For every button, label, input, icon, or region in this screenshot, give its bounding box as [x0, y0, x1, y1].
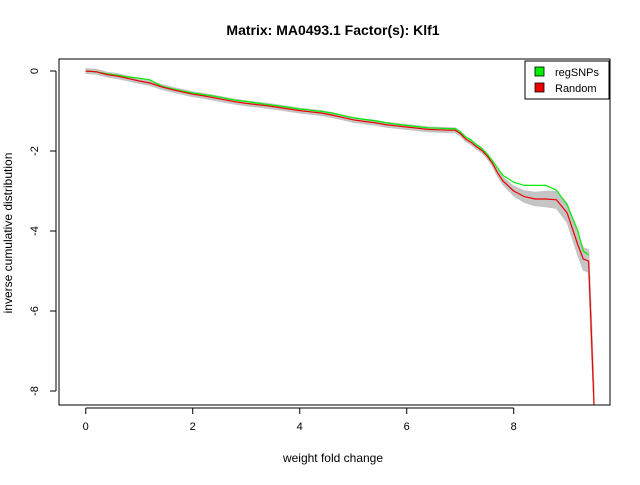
legend-swatch [534, 82, 545, 93]
y-axis: 0 -2 -4 -6 -8 [29, 68, 57, 396]
background-line [85, 71, 595, 406]
legend-label: Random [555, 83, 597, 95]
x-tick-label: 8 [511, 421, 517, 433]
plot-box [58, 58, 611, 406]
y-tick-label: -4 [29, 226, 41, 236]
background-random-lines [85, 68, 595, 406]
background-line [85, 72, 595, 406]
background-line [85, 71, 595, 406]
y-tick-label: -6 [29, 306, 41, 316]
chart-title: Matrix: MA0493.1 Factor(s): Klf1 [226, 22, 439, 38]
x-axis-label: weight fold change [282, 451, 383, 465]
background-line [85, 71, 595, 406]
background-line [85, 72, 595, 406]
background-line [85, 69, 595, 401]
background-line [85, 70, 595, 406]
background-line [85, 70, 595, 403]
legend: regSNPs Random [524, 60, 610, 100]
series-line-random [85, 70, 595, 406]
series-line-regsnps [85, 70, 589, 256]
background-line [85, 71, 595, 406]
x-tick-label: 2 [190, 421, 196, 433]
background-line [85, 70, 595, 405]
x-tick-label: 4 [297, 421, 303, 433]
background-line [85, 72, 595, 406]
background-line [85, 70, 595, 402]
background-line [85, 72, 595, 406]
background-line [85, 71, 595, 406]
series-layer [85, 70, 595, 406]
background-line [85, 72, 595, 406]
x-tick-label: 6 [404, 421, 410, 433]
legend-swatch [534, 66, 545, 77]
x-axis: 0 2 4 6 8 [83, 407, 517, 433]
y-tick-label: 0 [29, 68, 41, 74]
background-line [85, 70, 595, 406]
legend-label: regSNPs [555, 67, 600, 79]
y-axis-label: inverse cumulative distribution [1, 153, 15, 314]
y-tick-label: -8 [29, 386, 41, 396]
x-tick-label: 0 [83, 421, 89, 433]
y-tick-label: -2 [29, 146, 41, 156]
